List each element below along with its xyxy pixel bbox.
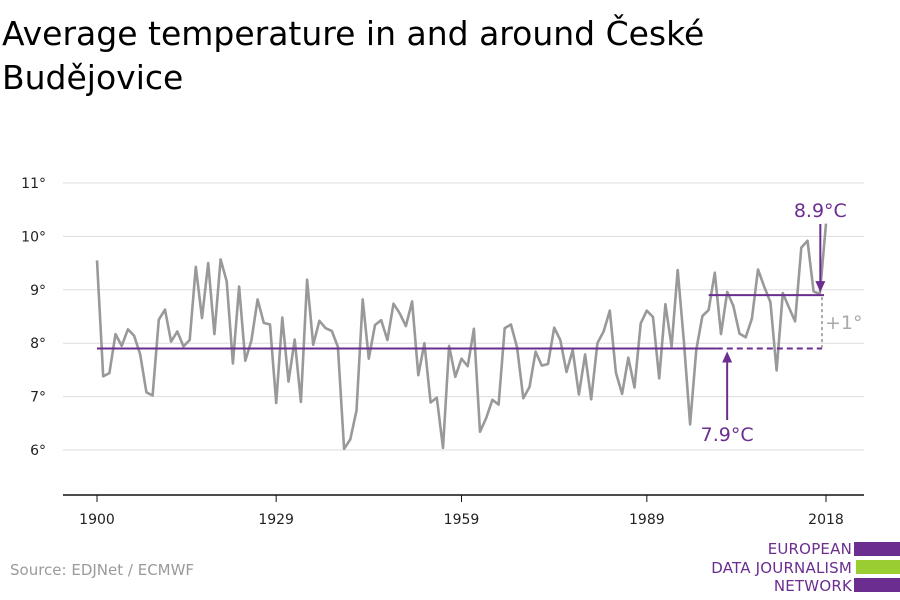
- baseline-arrowhead: [722, 351, 733, 363]
- logo-bar-green: [856, 560, 900, 574]
- temperature-line: [95, 223, 828, 451]
- recent-arrowhead: [815, 281, 826, 293]
- logo-line-3: NETWORK: [773, 577, 852, 595]
- y-tick-label: 10°: [21, 229, 46, 245]
- y-tick-label: 6°: [30, 443, 46, 459]
- logo-text: EUROPEAN DATA JOURNALISM NETWORK: [711, 540, 852, 596]
- x-tick-label: 1929: [258, 512, 294, 528]
- x-tick-label: 2018: [808, 512, 844, 528]
- chart-title: Average temperature in and around České …: [2, 14, 705, 97]
- y-tick-label: 11°: [21, 176, 46, 192]
- annotations: +1° 7.9°C 8.9°C: [97, 200, 863, 446]
- recent-label: 8.9°C: [794, 200, 847, 222]
- difference-label: +1°: [825, 312, 863, 334]
- baseline-label: 7.9°C: [701, 424, 754, 446]
- series-layer: [95, 223, 828, 451]
- source-note: Source: EDJNet / ECMWF: [10, 561, 195, 579]
- x-tick-label: 1900: [79, 512, 115, 528]
- logo-bar-purple-top: [854, 542, 900, 556]
- y-tick-label: 7°: [30, 390, 46, 406]
- gridlines: [63, 182, 864, 451]
- y-tick-label: 8°: [30, 336, 46, 352]
- logo-bar-purple-bottom: [854, 578, 900, 592]
- y-tick-label: 9°: [30, 283, 46, 299]
- logo-line-2: DATA JOURNALISM: [711, 558, 852, 577]
- axes: 6° 7° 8° 9° 10° 11° 1900 1929 1959 1989 2018: [21, 176, 864, 528]
- edjnet-logo[interactable]: EUROPEAN DATA JOURNALISM NETWORK: [710, 540, 900, 596]
- x-tick-label: 1959: [444, 512, 480, 528]
- x-tick-label: 1989: [629, 512, 665, 528]
- logo-line-1: EUROPEAN: [767, 540, 852, 558]
